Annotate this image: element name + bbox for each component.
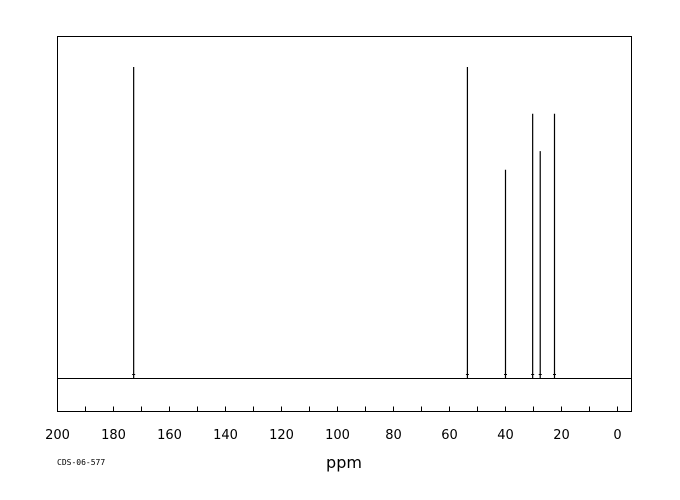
x-tick-label: 40 [497,428,514,443]
x-axis-label: ppm [326,453,362,472]
plot-frame [57,36,632,412]
x-tick-label: 100 [325,428,350,443]
spectrum-code-label: CDS-06-577 [57,458,105,467]
x-tick-label: 120 [269,428,294,443]
x-tick-label: 160 [157,428,182,443]
x-axis-ticks [57,406,618,412]
x-axis-tick-labels: 200 180 160 140 120 100 80 60 40 20 0 [45,428,622,443]
x-tick-label: 60 [441,428,458,443]
spectrum-peaks [132,67,556,379]
x-tick-label: 20 [553,428,570,443]
x-tick-label: 200 [45,428,70,443]
x-tick-label: 0 [613,428,621,443]
x-tick-label: 140 [213,428,238,443]
x-tick-label: 180 [101,428,126,443]
x-tick-label: 80 [385,428,402,443]
